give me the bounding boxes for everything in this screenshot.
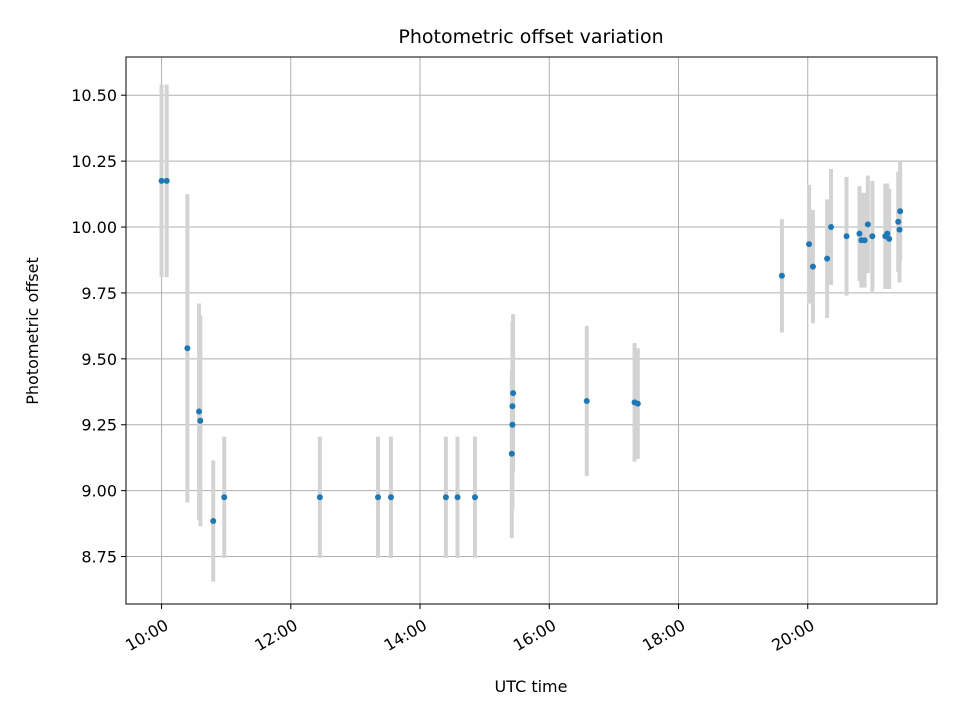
- data-point: [510, 390, 517, 397]
- y-tick-label: 10.00: [71, 218, 117, 237]
- data-point: [897, 208, 904, 215]
- y-tick-label: 9.75: [81, 284, 117, 303]
- data-point: [869, 233, 876, 240]
- data-point: [158, 177, 165, 184]
- chart-title: Photometric offset variation: [398, 26, 663, 48]
- data-point: [509, 421, 516, 428]
- data-point: [454, 494, 461, 501]
- y-tick-label: 8.75: [81, 548, 117, 567]
- data-point: [856, 230, 863, 237]
- data-point: [471, 494, 478, 501]
- plot-frame: [125, 56, 938, 605]
- data-points: [158, 177, 904, 524]
- grid-lines: [126, 57, 937, 604]
- data-point: [886, 235, 893, 242]
- data-point: [196, 408, 203, 415]
- x-axis-title: UTC time: [495, 677, 568, 696]
- data-point: [843, 233, 850, 240]
- data-point: [509, 403, 516, 410]
- data-point: [824, 255, 831, 262]
- data-point: [583, 398, 590, 405]
- data-point: [884, 230, 891, 237]
- data-point: [316, 494, 323, 501]
- y-tick-label: 10.25: [71, 152, 117, 171]
- data-point: [778, 272, 785, 279]
- data-point: [387, 494, 394, 501]
- data-point: [442, 494, 449, 501]
- data-point: [197, 417, 204, 424]
- y-tick-label: 10.50: [71, 86, 117, 105]
- data-point: [634, 400, 641, 407]
- y-axis-title: Photometric offset: [23, 257, 42, 405]
- data-point: [163, 177, 170, 184]
- data-point: [221, 494, 228, 501]
- data-point: [895, 218, 902, 225]
- data-point: [861, 237, 868, 244]
- data-point: [210, 517, 217, 524]
- data-point: [896, 226, 903, 233]
- data-point: [864, 221, 871, 228]
- data-point: [508, 450, 515, 457]
- data-point: [809, 263, 816, 270]
- y-tick-label: 9.00: [81, 482, 117, 501]
- data-point: [806, 241, 813, 248]
- y-tick-label: 9.50: [81, 350, 117, 369]
- data-point: [184, 345, 191, 352]
- data-point: [375, 494, 382, 501]
- data-point: [828, 224, 835, 231]
- y-tick-label: 9.25: [81, 416, 117, 435]
